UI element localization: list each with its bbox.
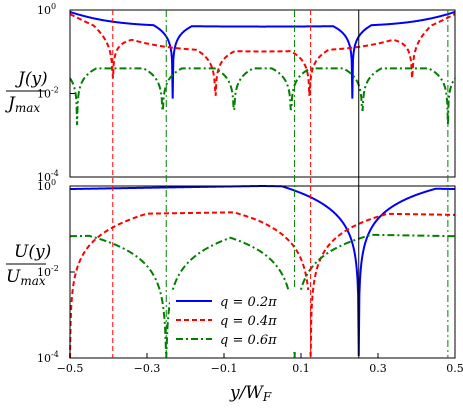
- y-tick-label-0: 100: [37, 2, 56, 17]
- x-axis-label: y/WF: [229, 383, 272, 404]
- top-plot-area: [69, 10, 456, 126]
- y-tick-label-2: 10-4: [37, 350, 59, 365]
- x-axis-label-sub: F: [262, 390, 272, 404]
- top-y-axis-label: J(y) Jmax: [5, 69, 48, 115]
- x-tick-label-2: −0.1: [211, 362, 238, 375]
- x-tick-label-4: 0.3: [369, 362, 387, 375]
- y-tick-exp: -2: [51, 264, 59, 273]
- x-tick-label-3: 0.1: [292, 362, 310, 375]
- x-tick-label-1: −0.3: [134, 362, 161, 375]
- y-tick-base: 10: [37, 352, 51, 365]
- series-line-3-top: [69, 67, 456, 126]
- legend-label-0: q = 0.2π: [220, 295, 277, 310]
- series-line-3-bottom: [69, 233, 456, 359]
- top-axes-frame: [69, 9, 456, 178]
- bottom-ylabel-den-var: U: [6, 267, 21, 287]
- y-tick-base: 10: [37, 180, 51, 193]
- bottom-ylabel-numerator: U(y): [14, 242, 51, 262]
- y-tick-exp: -4: [51, 350, 59, 359]
- y-tick-base: 10: [37, 88, 51, 101]
- y-tick-label-0: 100: [37, 178, 56, 193]
- bottom-ylabel-denominator: Umax: [6, 267, 46, 288]
- y-tick-base: 10: [37, 171, 51, 184]
- legend-label-2: q = 0.6π: [220, 333, 277, 348]
- legend: q = 0.2π q = 0.4π q = 0.6π: [170, 290, 310, 352]
- y-tick-exp: 0: [51, 178, 56, 187]
- series-line-2-top: [69, 13, 456, 96]
- series-line-1-top: [69, 10, 456, 99]
- top-ylabel-denominator: Jmax: [5, 94, 40, 115]
- legend-entries: q = 0.2π q = 0.4π q = 0.6π: [176, 295, 277, 348]
- top-ylabel-numerator: J(y): [15, 69, 48, 89]
- x-tick-label-5: 0.5: [446, 362, 463, 375]
- legend-label-1: q = 0.4π: [220, 314, 277, 329]
- y-tick-exp: 0: [51, 2, 56, 11]
- bottom-x-ticks: −0.5 −0.3 −0.1 0.1 0.3 0.5: [57, 353, 463, 375]
- top-ylabel-den-sub: max: [15, 101, 41, 115]
- y-tick-base: 10: [37, 266, 51, 279]
- y-tick-exp: -2: [51, 86, 59, 95]
- series-line-2-bottom: [69, 211, 456, 359]
- bottom-y-axis-label: U(y) Umax: [6, 242, 51, 288]
- y-tick-label-2: 10-4: [37, 169, 59, 184]
- y-tick-base: 10: [37, 4, 51, 17]
- x-axis-label-main: y/W: [229, 383, 264, 403]
- y-tick-label-1: 10-2: [37, 264, 59, 279]
- top-ylabel-den-var: J: [5, 94, 16, 114]
- y-tick-exp: -4: [51, 169, 59, 178]
- bottom-ylabel-den-sub: max: [20, 274, 46, 288]
- x-tick-label-0: −0.5: [57, 362, 84, 375]
